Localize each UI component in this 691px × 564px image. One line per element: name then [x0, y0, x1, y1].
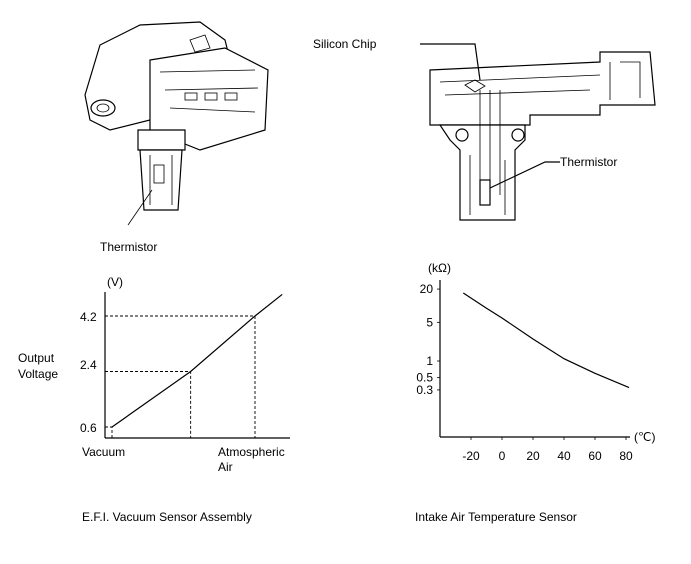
output-voltage-chart: (V) Output Voltage 4.2 2.4 0.6 Vacuum At…	[18, 275, 290, 474]
x-tick-air: Air	[218, 460, 233, 474]
x-tick-0: 0	[499, 449, 506, 463]
x-tick-80: 80	[619, 449, 633, 463]
silicon-chip-label: Silicon Chip	[313, 37, 377, 51]
guide-0.6	[105, 426, 113, 438]
y-tick-0.5: 0.5	[416, 371, 433, 385]
caption-vacuum-sensor: E.F.I. Vacuum Sensor Assembly	[82, 510, 252, 524]
x-tick-vacuum: Vacuum	[82, 445, 125, 459]
resistance-temperature-chart: (kΩ) (℃) 20 5 1 0.50.3 -20 0 20 40 60 80	[416, 261, 655, 463]
sensor-cross-section-illustration: Silicon Chip Thermistor	[313, 37, 656, 221]
reference-guides	[105, 315, 256, 438]
x-tick-60: 60	[588, 449, 602, 463]
y-axis-label-line2: Voltage	[18, 367, 58, 381]
y-axis-label-line1: Output	[18, 351, 55, 365]
x-tick--20: -20	[462, 449, 480, 463]
y-tick-5: 5	[426, 315, 433, 329]
y-tick-4.2: 4.2	[80, 310, 97, 324]
x-unit-label: (℃)	[634, 430, 655, 444]
thermistor-label-right: Thermistor	[560, 155, 617, 169]
guide-4.2	[105, 315, 256, 438]
y-unit-label: (V)	[107, 275, 123, 289]
x-tick-20: 20	[526, 449, 540, 463]
vacuum-sensor-illustration: Thermistor	[84, 21, 269, 254]
y-tick-1: 1	[426, 354, 433, 368]
guide-2.4	[105, 371, 192, 438]
y-tick-0.3: 0.3	[416, 383, 433, 397]
thermistor-label-left: Thermistor	[100, 240, 157, 254]
y-tick-2.4: 2.4	[80, 358, 97, 372]
y-tick-20: 20	[420, 282, 434, 296]
y-unit-label: (kΩ)	[428, 261, 451, 275]
resistance-series-line	[462, 292, 630, 389]
x-tick-40: 40	[557, 449, 571, 463]
x-tick-atmospheric: Atmospheric	[218, 445, 285, 459]
voltage-series-line	[111, 293, 283, 428]
y-tick-0.6: 0.6	[80, 421, 97, 435]
caption-intake-air-sensor: Intake Air Temperature Sensor	[415, 510, 577, 524]
